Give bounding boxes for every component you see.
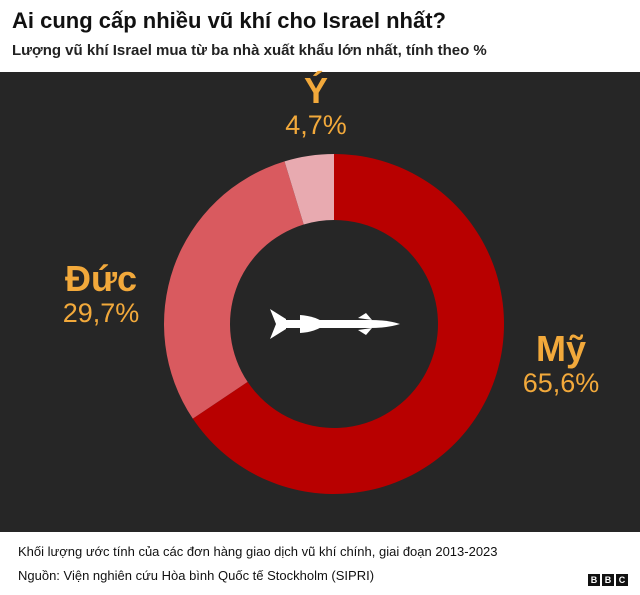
- label-my-name: Mỹ: [535, 328, 586, 369]
- label-duc-value: 29,7%: [62, 298, 140, 328]
- source-note: Nguồn: Viện nghiên cứu Hòa bình Quốc tế …: [18, 568, 375, 583]
- label-duc-name: Đức: [64, 258, 138, 299]
- footnote: Khối lượng ước tính của các đơn hàng gia…: [18, 544, 498, 559]
- label-my-value: 65,6%: [522, 368, 600, 398]
- chart-title: Ai cung cấp nhiều vũ khí cho Israel nhất…: [12, 8, 446, 33]
- label-y: Ý 4,7%: [266, 70, 366, 141]
- slice-my: [192, 154, 504, 494]
- donut-chart: [164, 154, 504, 494]
- label-y-value: 4,7%: [285, 110, 347, 140]
- label-duc: Đức 29,7%: [36, 258, 166, 329]
- missile-icon: [270, 309, 400, 339]
- slice-y: [284, 154, 334, 225]
- bbc-logo-letter: C: [616, 574, 628, 586]
- chart-subtitle: Lượng vũ khí Israel mua từ ba nhà xuất k…: [12, 42, 487, 59]
- bbc-logo-letter: B: [602, 574, 614, 586]
- bbc-logo: B B C: [588, 574, 628, 586]
- bbc-logo-letter: B: [588, 574, 600, 586]
- label-y-name: Ý: [303, 70, 328, 111]
- chart-panel: Ý 4,7% Đức 29,7% Mỹ 65,6%: [0, 72, 640, 532]
- label-my: Mỹ 65,6%: [496, 328, 626, 399]
- slice-duc: [164, 161, 304, 419]
